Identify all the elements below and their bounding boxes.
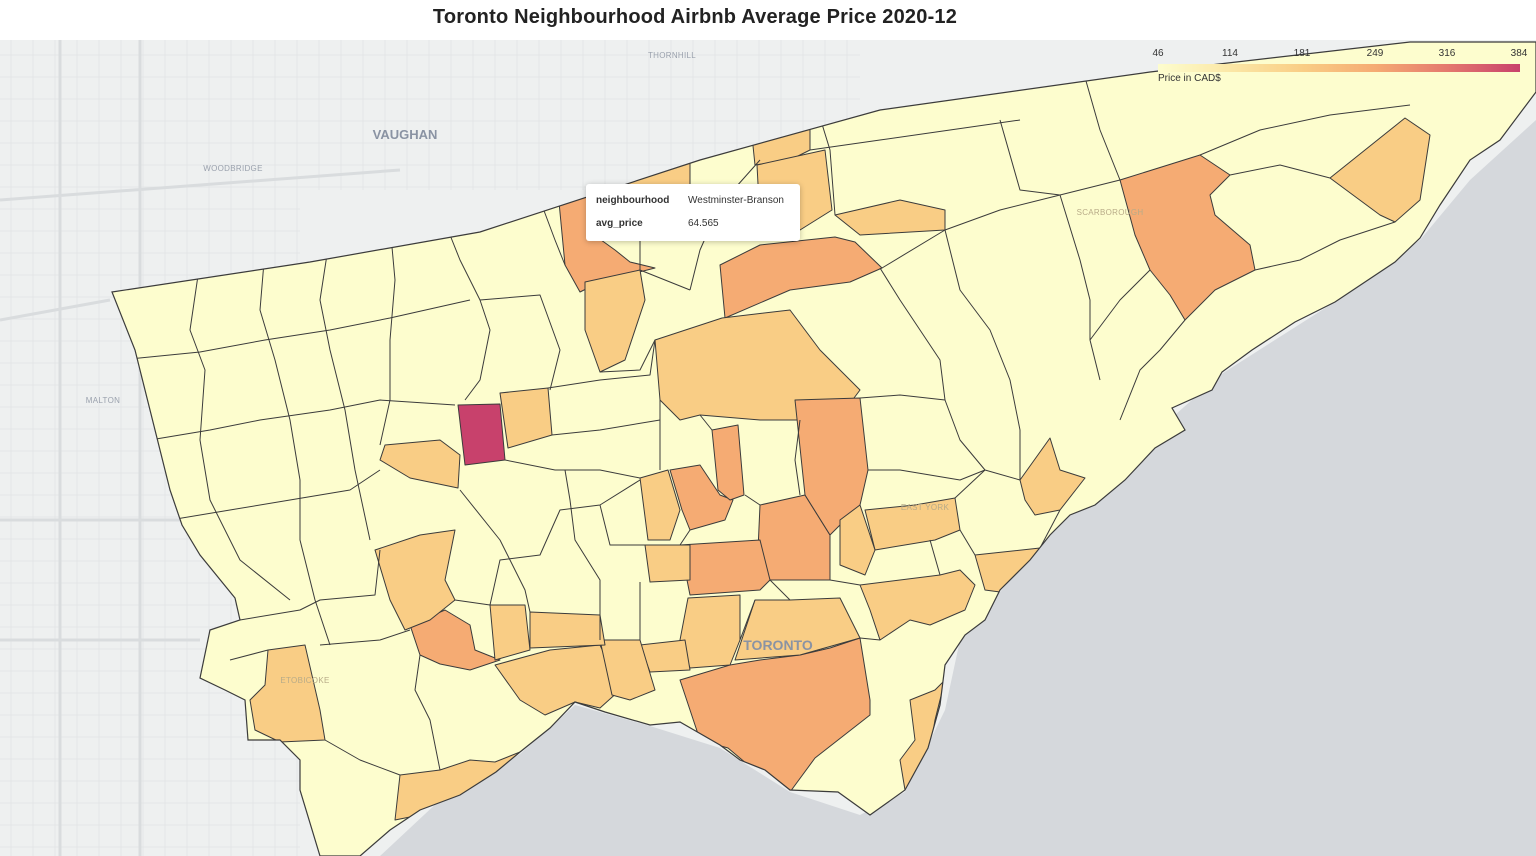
neighbourhood-downtown-north[interactable]: [679, 539, 771, 596]
tooltip-value: Westminster-Branson: [688, 195, 784, 206]
tooltip-key: neighbourhood: [596, 195, 670, 206]
legend-title: Price in CAD$: [1158, 73, 1221, 84]
tooltip-value: 64.565: [688, 218, 719, 229]
label-east-york: EAST YORK: [901, 503, 950, 512]
legend-tick-label: 181: [1293, 48, 1311, 59]
neighbourhood-midtown-2[interactable]: [639, 469, 681, 541]
neighbourhood-west-5[interactable]: [529, 611, 606, 649]
legend-tick-label: 249: [1366, 48, 1384, 59]
neighbourhood-west-2[interactable]: [379, 439, 461, 489]
label-etobicoke: ETOBICOKE: [280, 676, 329, 685]
hover-tooltip: neighbourhood Westminster-Branson avg_pr…: [586, 184, 800, 241]
neighbourhood-downtown-west-1[interactable]: [644, 544, 691, 583]
neighbourhood-east-3[interactable]: [1019, 437, 1086, 516]
legend-tick-label: 316: [1438, 48, 1456, 59]
neighbourhood-downtown-core[interactable]: [679, 637, 871, 793]
legend-tick-label: 46: [1152, 48, 1164, 59]
chart-title: Toronto Neighbourhood Airbnb Average Pri…: [432, 6, 958, 28]
neighbourhood-midtown-1[interactable]: [669, 464, 734, 531]
neighbourhood-west-lakeshore-2[interactable]: [599, 639, 656, 701]
neighbourhood-downtown-west-2[interactable]: [679, 594, 741, 669]
neighbourhood-north-4[interactable]: [834, 199, 946, 236]
label-malton: MALTON: [86, 396, 120, 405]
neighbourhood-midtown-5[interactable]: [711, 424, 745, 501]
neighbourhood-east-4[interactable]: [839, 504, 876, 576]
legend-color-bar: [1158, 64, 1520, 72]
lake-ontario: [380, 120, 1536, 856]
basemap-highways: [0, 40, 401, 856]
neighbourhood-scarborough-east[interactable]: [1329, 117, 1431, 223]
neighbourhood-west-4[interactable]: [489, 604, 531, 661]
label-toronto: TORONTO: [743, 637, 813, 653]
color-legend: 46 114 181 249 316 384 Price in CAD$: [1150, 48, 1530, 86]
neighbourhood-high-park[interactable]: [409, 609, 501, 671]
label-scarborough: SCARBOROUGH: [1077, 208, 1144, 217]
legend-tick-label: 114: [1222, 48, 1238, 59]
map-svg[interactable]: VAUGHAN WOODBRIDGE THORNHILL MALTON: [0, 40, 1536, 856]
tooltip-key: avg_price: [596, 218, 643, 229]
choropleth-map[interactable]: VAUGHAN WOODBRIDGE THORNHILL MALTON: [0, 40, 1536, 856]
neighbourhood-boundaries: [119, 59, 1411, 776]
legend-tick-label: 384: [1510, 48, 1528, 59]
neighbourhood-highest-price[interactable]: [457, 403, 506, 466]
neighbourhood-east-1[interactable]: [859, 569, 976, 641]
neighbourhood-west-lakeshore-1[interactable]: [494, 644, 621, 716]
label-woodbridge: WOODBRIDGE: [203, 164, 262, 173]
label-vaughan: VAUGHAN: [373, 127, 438, 142]
label-thornhill: THORNHILL: [648, 51, 696, 60]
